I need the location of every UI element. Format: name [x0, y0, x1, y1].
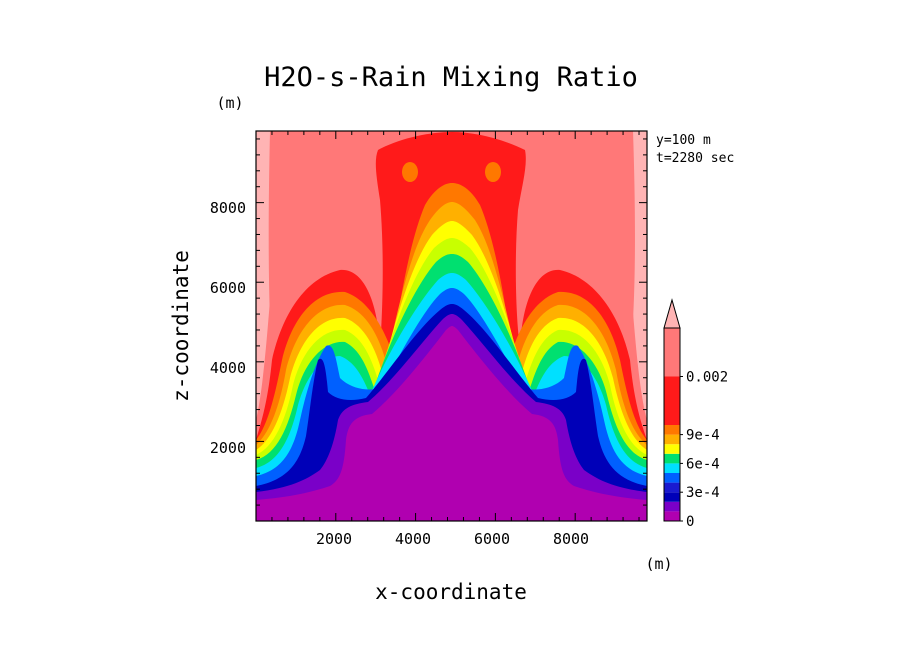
x-tick-label: 6000: [474, 530, 510, 548]
y-tick-label: 6000: [210, 279, 246, 297]
y-tick-label: 4000: [210, 359, 246, 377]
colorbar-box: [664, 444, 680, 454]
x-tick-label: 8000: [553, 530, 589, 548]
colorbar-tick-label: 9e-4: [686, 428, 720, 444]
axis-ticks: [256, 131, 647, 521]
colorbar-tick-label: 0.002: [686, 370, 728, 386]
colorbar: 0 3e-4 6e-4 9e-4 0.002: [663, 298, 728, 530]
contour-orange-blob-right: [485, 162, 501, 182]
colorbar-frame: [663, 327, 681, 522]
colorbar-tick-label: 3e-4: [686, 485, 720, 501]
x-tick-label: 2000: [316, 530, 352, 548]
y-unit-label: (m): [216, 94, 243, 112]
contour-level-magenta: [256, 326, 647, 521]
annotation-y: y=100 m: [656, 133, 711, 148]
colorbar-box: [664, 463, 680, 473]
y-tick-label: 2000: [210, 439, 246, 457]
x-unit-label: (m): [645, 555, 672, 573]
colorbar-box: [664, 501, 680, 512]
colorbar-tick-label: 6e-4: [686, 456, 720, 472]
x-tick-label: 4000: [395, 530, 431, 548]
contour-orange-blob-left: [402, 162, 418, 182]
colorbar-box: [664, 328, 680, 377]
colorbar-tick-label: 0: [686, 514, 694, 530]
colorbar-box: [664, 434, 680, 445]
chart-title: H2O-s-Rain Mixing Ratio: [264, 62, 638, 93]
plot-frame: [255, 130, 648, 522]
colorbar-extend-triangle: [663, 298, 681, 329]
colorbar-box: [664, 376, 680, 425]
y-tick-label: 8000: [210, 199, 246, 217]
colorbar-box: [664, 473, 680, 483]
colorbar-box: [664, 492, 680, 502]
x-axis-label: x-coordinate: [375, 580, 527, 604]
colorbar-box: [664, 511, 680, 521]
y-axis-label: z-coordinate: [169, 250, 193, 402]
colorbar-box: [664, 482, 680, 493]
contour-field: [256, 131, 647, 521]
colorbar-box: [664, 453, 680, 464]
colorbar-box: [664, 425, 680, 435]
annotation-t: t=2280 sec: [656, 151, 734, 166]
